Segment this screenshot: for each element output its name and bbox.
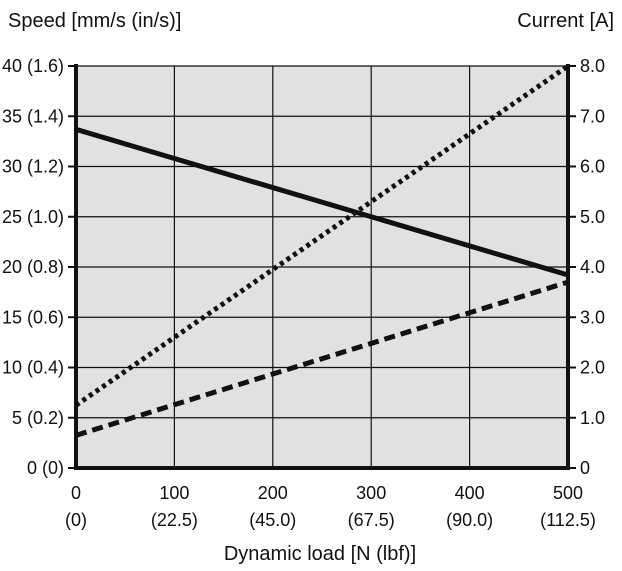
left-tick-label-7: 35 (1.4): [2, 106, 64, 126]
x-tick-sublabel-1: (22.5): [151, 510, 198, 530]
series-line-dotted: [74, 63, 570, 408]
x-axis-title: Dynamic load [N (lbf)]: [224, 543, 416, 565]
left-tick-label-1: 5 (0.2): [12, 408, 64, 428]
right-tick-label-7: 7.0: [580, 106, 605, 126]
left-axis-title: Speed [mm/s (in/s)]: [8, 10, 181, 32]
x-tick-sublabel-0: (0): [65, 510, 87, 530]
axes: [68, 64, 576, 470]
right-tick-label-1: 1.0: [580, 408, 605, 428]
right-tick-label-2: 2.0: [580, 358, 605, 378]
right-axis-title: Current [A]: [517, 10, 614, 32]
tick-labels: 0 (0) 5 (0.2) 10 (0.4) 15 (0.6) 20 (0.8) 25 (…: [2, 56, 605, 530]
left-tick-label-3: 15 (0.6): [2, 307, 64, 327]
x-tick-sublabel-5: (112.5): [540, 510, 596, 530]
left-tick-label-0: 0 (0): [27, 458, 64, 478]
right-tick-label-0: 0: [580, 458, 590, 478]
right-tick-label-3: 3.0: [580, 307, 605, 327]
left-tick-label-6: 30 (1.2): [2, 157, 64, 177]
left-tick-label-4: 20 (0.8): [2, 257, 64, 277]
left-tick-label-5: 25 (1.0): [2, 207, 64, 227]
right-tick-label-8: 8.0: [580, 56, 605, 76]
x-tick-label-5: 500: [553, 483, 583, 503]
right-tick-label-6: 6.0: [580, 157, 605, 177]
x-tick-label-0: 0: [71, 483, 81, 503]
x-tick-label-4: 400: [455, 483, 485, 503]
x-tick-sublabel-4: (90.0): [446, 510, 493, 530]
series-line-dashed: [75, 279, 569, 438]
series-lines: [74, 63, 570, 438]
x-tick-label-1: 100: [159, 483, 189, 503]
left-tick-label-2: 10 (0.4): [2, 358, 64, 378]
right-tick-label-5: 5.0: [580, 207, 605, 227]
x-tick-sublabel-3: (67.5): [348, 510, 395, 530]
x-tick-label-2: 200: [258, 483, 288, 503]
series-line-solid: [75, 126, 569, 278]
x-tick-sublabel-2: (45.0): [249, 510, 296, 530]
gridlines: [75, 65, 569, 469]
x-tick-label-3: 300: [356, 483, 386, 503]
right-tick-label-4: 4.0: [580, 257, 605, 277]
left-tick-label-8: 40 (1.6): [2, 56, 64, 76]
